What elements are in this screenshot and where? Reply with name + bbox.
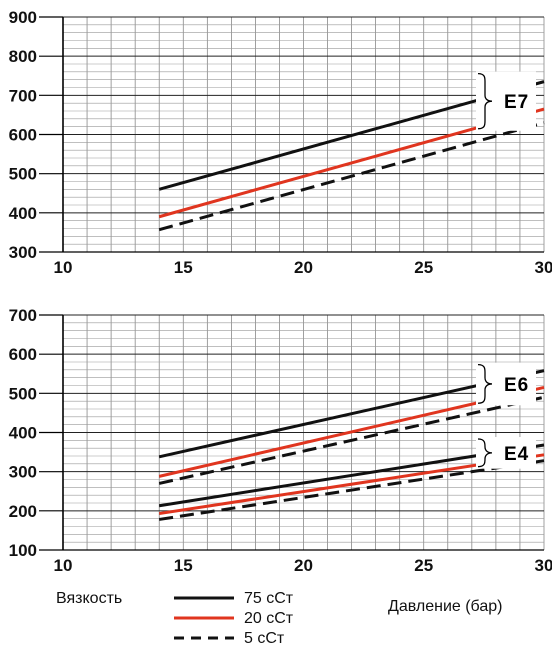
x-tick-label: 10	[54, 258, 73, 277]
y-tick-label: 600	[9, 126, 37, 145]
series-line-5-cst-e4	[158, 459, 545, 521]
brace-background	[476, 71, 536, 131]
brace-icon	[477, 438, 493, 468]
y-tick-label: 300	[9, 463, 37, 482]
brace-background	[476, 437, 536, 469]
y-tick-label: 800	[9, 47, 37, 66]
legend-label-5-cst: 5 сСт	[244, 630, 285, 647]
y-tick-label: 900	[9, 8, 37, 27]
x-tick-label: 25	[414, 258, 433, 277]
x-tick-label: 30	[535, 258, 552, 277]
brace-icon	[477, 72, 493, 130]
legend: 75 сСт 20 сСт 5 сСт	[174, 590, 294, 647]
x-tick-label: 25	[414, 556, 433, 575]
y-tick-label: 300	[9, 243, 37, 262]
group-label: E7	[504, 92, 529, 113]
y-tick-label: 700	[9, 306, 37, 325]
legend-label-20-cst: 20 сСт	[244, 610, 294, 627]
chart-top: 300 400 500 600 700 800 900 10 15 20 25 30 E7	[9, 8, 552, 277]
series-line-5-cst	[158, 121, 545, 232]
y-tick-label: 400	[9, 424, 37, 443]
brace-background	[476, 362, 536, 406]
y-tick-label: 200	[9, 502, 37, 521]
y-tick-label: 600	[9, 345, 37, 364]
x-tick-label: 15	[174, 556, 193, 575]
y-tick-label: 500	[9, 384, 37, 403]
series-line-5-cst-e6	[158, 395, 545, 485]
x-tick-label: 30	[535, 556, 552, 575]
x-tick-label: 15	[174, 258, 193, 277]
y-tick-label: 700	[9, 86, 37, 105]
legend-label-75-cst: 75 сСт	[244, 590, 294, 607]
chart-bottom: 100 200 300 400 500 600 700 10 15 20 25 30 E6 E4	[9, 306, 552, 575]
brace-icon	[477, 363, 493, 404]
y-tick-label: 500	[9, 165, 37, 184]
x-axis-label: Давление (бар)	[388, 598, 502, 615]
x-tick-label: 10	[54, 556, 73, 575]
y-tick-label: 100	[9, 541, 37, 560]
group-label: E6	[504, 375, 529, 396]
legend-title: Вязкость	[56, 590, 122, 607]
x-tick-label: 20	[294, 258, 313, 277]
y-tick-label: 400	[9, 204, 37, 223]
x-tick-label: 20	[294, 556, 313, 575]
group-label: E4	[504, 444, 529, 465]
